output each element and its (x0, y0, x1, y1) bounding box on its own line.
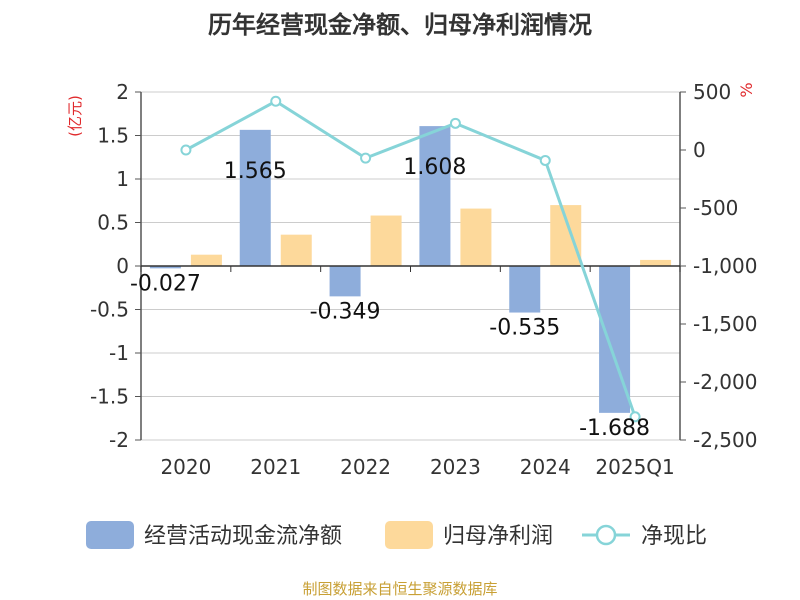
legend-label-net-profit: 归母净利润 (443, 524, 553, 549)
ratio-point-2020 (180, 144, 192, 156)
ratio-line-path (185, 99, 637, 418)
right-tick-label: -2,500 (693, 428, 757, 452)
data-label-cash-flow: -0.349 (310, 299, 381, 324)
left-tick-label: -0.5 (90, 298, 129, 322)
left-tick-label: 0 (116, 254, 129, 278)
legend-swatch-cash-flow (86, 521, 134, 549)
chart-title: 历年经营现金净额、归母净利润情况 (208, 11, 592, 39)
x-tick-label: 2025Q1 (595, 455, 674, 479)
bar-net-profit-2022 (370, 215, 402, 266)
right-tick-label: -1,500 (693, 312, 757, 336)
data-label-cash-flow: -0.535 (489, 316, 560, 341)
x-tick-label: 2021 (250, 455, 301, 479)
bar-net-profit-2020 (190, 254, 222, 266)
source-note: 制图数据来自恒生聚源数据库 (302, 580, 497, 598)
left-tick-label: 2 (116, 80, 129, 104)
bar-cash-flow-2024 (509, 266, 541, 313)
legend-swatch-ratio-marker (595, 524, 617, 546)
bar-net-profit-2023 (460, 208, 492, 266)
legend[interactable]: 经营活动现金流净额 归母净利润 净现比 (86, 521, 707, 549)
ratio-point-2024 (539, 154, 551, 166)
left-tick-label: 0.5 (97, 211, 129, 235)
bar-net-profit-2021 (280, 234, 312, 266)
ratio-line (180, 95, 641, 423)
left-tick-label: -1.5 (90, 385, 129, 409)
data-label-cash-flow: -0.027 (130, 271, 201, 296)
x-tick-label: 2022 (340, 455, 391, 479)
bar-cash-flow-2021 (239, 129, 271, 266)
data-label-cash-flow: 1.565 (224, 159, 287, 184)
right-tick-label: -500 (693, 196, 738, 220)
legend-item-net-profit[interactable]: 归母净利润 (385, 521, 553, 549)
right-tick-label: -2,000 (693, 370, 757, 394)
ratio-point-2021 (270, 95, 282, 107)
left-tick-label: 1 (116, 167, 129, 191)
bar-cash-flow-2020 (149, 266, 181, 269)
legend-label-cash-flow: 经营活动现金流净额 (144, 524, 342, 549)
data-label-cash-flow: 1.608 (403, 155, 466, 180)
right-tick-label: 500 (693, 80, 731, 104)
left-tick-label: 1.5 (97, 124, 129, 148)
right-tick-label: -1,000 (693, 254, 757, 278)
legend-label-ratio: 净现比 (641, 524, 707, 549)
bars (149, 126, 672, 413)
right-tick-label: 0 (693, 138, 706, 162)
legend-swatch-net-profit (385, 521, 433, 549)
right-axis-unit: % (737, 82, 756, 97)
left-axis-unit: (亿元) (66, 95, 84, 137)
x-tick-label: 2024 (520, 455, 571, 479)
axes: 2 1.5 1 0.5 0 -0.5 -1 -1.5 -2 500 0 -500 -1,000 -1,50… (66, 80, 757, 479)
x-tick-label: 2020 (160, 455, 211, 479)
left-tick-label: -1 (109, 341, 129, 365)
legend-item-cash-flow[interactable]: 经营活动现金流净额 (86, 521, 342, 549)
bar-cash-flow-2022 (329, 266, 361, 297)
left-tick-label: -2 (109, 428, 129, 452)
bar-net-profit-2024 (550, 205, 582, 266)
ratio-point-2023 (449, 117, 461, 129)
bar-cash-flow-2023 (419, 126, 451, 266)
data-label-cash-flow: -1.688 (579, 416, 650, 441)
bar-net-profit-2025Q1 (640, 259, 672, 266)
ratio-point-2025Q1 (629, 411, 641, 423)
legend-item-ratio[interactable]: 净现比 (582, 524, 707, 549)
x-tick-label: 2023 (430, 455, 481, 479)
data-labels: -0.027 1.565 -0.349 1.608 -0.535 -1.688 (130, 155, 650, 441)
ratio-point-2022 (360, 152, 372, 164)
